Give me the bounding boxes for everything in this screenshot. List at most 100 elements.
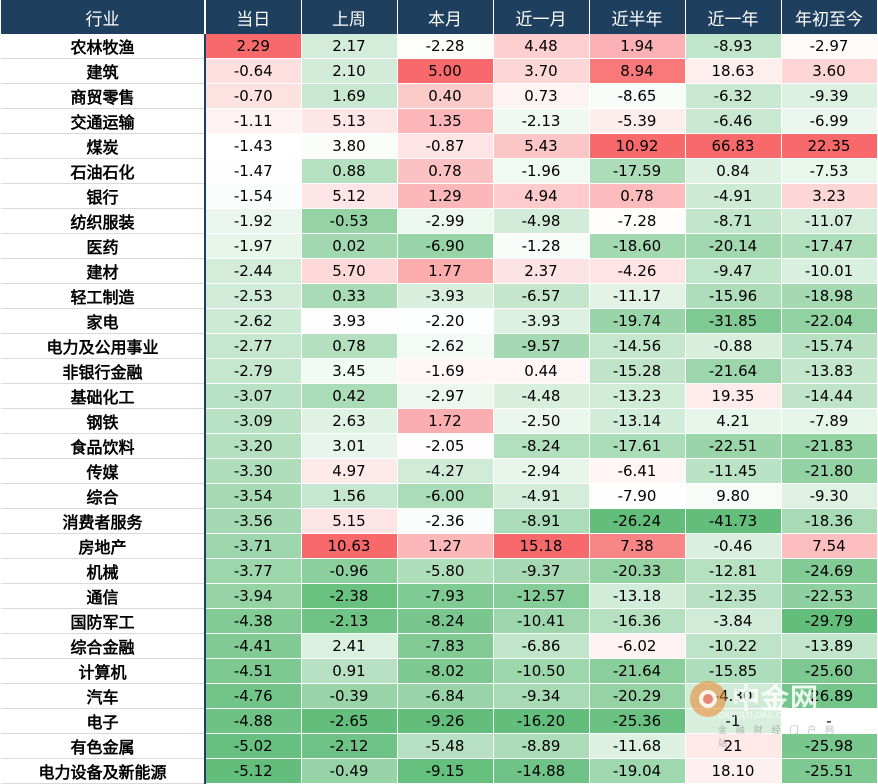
value-cell: -9.34 bbox=[493, 683, 590, 709]
value-cell: -0.64 bbox=[205, 58, 302, 84]
value-cell: 4.21 bbox=[685, 408, 782, 434]
value-cell: -9.15 bbox=[397, 758, 494, 784]
value-cell: -4.91 bbox=[685, 183, 782, 209]
value-cell: -1 bbox=[685, 708, 782, 734]
value-cell: -7.89 bbox=[781, 408, 878, 434]
industry-name-cell: 建材 bbox=[1, 258, 206, 284]
value-cell: 0.33 bbox=[301, 283, 398, 309]
value-cell: -22.53 bbox=[781, 583, 878, 609]
table-row: 银行 -1.54 5.12 1.29 4.94 0.78 -4.91 3.23 bbox=[1, 183, 878, 209]
industry-name-cell: 电力及公用事业 bbox=[1, 333, 206, 359]
value-cell: -8.65 bbox=[589, 83, 686, 109]
table-row: 建材 -2.44 5.70 1.77 2.37 -4.26 -9.47 -10.01 bbox=[1, 258, 878, 284]
value-cell: -1.92 bbox=[205, 208, 302, 234]
value-cell: -2.53 bbox=[205, 283, 302, 309]
value-cell: 0.84 bbox=[685, 158, 782, 184]
value-cell: -8.24 bbox=[397, 608, 494, 634]
industry-name-cell: 轻工制造 bbox=[1, 283, 206, 309]
table-row: 建筑 -0.64 2.10 5.00 3.70 8.94 18.63 3.60 bbox=[1, 58, 878, 84]
value-cell: -19.74 bbox=[589, 308, 686, 334]
value-cell: -6.90 bbox=[397, 233, 494, 259]
industry-name-cell: 煤炭 bbox=[1, 133, 206, 159]
value-cell: 0.78 bbox=[397, 158, 494, 184]
value-cell: -8.71 bbox=[685, 208, 782, 234]
value-cell: -5.12 bbox=[205, 758, 302, 784]
column-header-3: 本月 bbox=[397, 0, 494, 34]
value-cell: 0.88 bbox=[301, 158, 398, 184]
value-cell: -11.45 bbox=[685, 458, 782, 484]
value-cell: 2.41 bbox=[301, 633, 398, 659]
industry-name-cell: 非银行金融 bbox=[1, 358, 206, 384]
value-cell: -25.36 bbox=[589, 708, 686, 734]
value-cell: 1.56 bbox=[301, 483, 398, 509]
value-cell: -6.00 bbox=[397, 483, 494, 509]
industry-name-cell: 房地产 bbox=[1, 533, 206, 559]
industry-name-cell: 机械 bbox=[1, 558, 206, 584]
value-cell: -2.38 bbox=[301, 583, 398, 609]
table-row: 基础化工 -3.07 0.42 -2.97 -4.48 -13.23 19.35 -14.44 bbox=[1, 383, 878, 409]
value-cell: -18.60 bbox=[589, 233, 686, 259]
value-cell: -20.33 bbox=[589, 558, 686, 584]
value-cell: 18.10 bbox=[685, 758, 782, 784]
industry-name-cell: 汽车 bbox=[1, 683, 206, 709]
table-row: 非银行金融 -2.79 3.45 -1.69 0.44 -15.28 -21.64 -13.8… bbox=[1, 358, 878, 384]
table-row: 综合 -3.54 1.56 -6.00 -4.91 -7.90 9.80 -9.30 bbox=[1, 483, 878, 509]
table-row: 电力及公用事业 -2.77 0.78 -2.62 -9.57 -14.56 -0.88 -15… bbox=[1, 333, 878, 359]
table-row: 国防军工 -4.38 -2.13 -8.24 -10.41 -16.36 -3.84 -29.… bbox=[1, 608, 878, 634]
value-cell: 4.48 bbox=[493, 34, 590, 59]
value-cell: -13.83 bbox=[781, 358, 878, 384]
value-cell: 4.94 bbox=[493, 183, 590, 209]
value-cell: -3.20 bbox=[205, 433, 302, 459]
value-cell: -4.76 bbox=[205, 683, 302, 709]
value-cell: -12.57 bbox=[493, 583, 590, 609]
value-cell: -1.96 bbox=[493, 158, 590, 184]
value-cell: 2.37 bbox=[493, 258, 590, 284]
value-cell: -7.28 bbox=[589, 208, 686, 234]
value-cell: -2.20 bbox=[397, 308, 494, 334]
value-cell: -10.01 bbox=[781, 258, 878, 284]
value-cell: -3.93 bbox=[493, 308, 590, 334]
value-cell: -8.93 bbox=[685, 34, 782, 59]
value-cell: -18.36 bbox=[781, 508, 878, 534]
value-cell: 0.44 bbox=[493, 358, 590, 384]
value-cell: -3.77 bbox=[205, 558, 302, 584]
value-cell: -13.23 bbox=[589, 383, 686, 409]
value-cell: - bbox=[781, 708, 878, 734]
table-row: 煤炭 -1.43 3.80 -0.87 5.43 10.92 66.83 22.35 bbox=[1, 133, 878, 159]
industry-name-cell: 商贸零售 bbox=[1, 83, 206, 109]
value-cell: 0.78 bbox=[301, 333, 398, 359]
value-cell: -6.41 bbox=[589, 458, 686, 484]
value-cell: -9.47 bbox=[685, 258, 782, 284]
value-cell: -12.35 bbox=[685, 583, 782, 609]
industry-name-cell: 医药 bbox=[1, 233, 206, 259]
table-row: 通信 -3.94 -2.38 -7.93 -12.57 -13.18 -12.35 -22.5… bbox=[1, 583, 878, 609]
value-cell: 3.60 bbox=[781, 58, 878, 84]
value-cell: -2.77 bbox=[205, 333, 302, 359]
value-cell: -0.87 bbox=[397, 133, 494, 159]
value-cell: 3.45 bbox=[301, 358, 398, 384]
value-cell: -8.02 bbox=[397, 658, 494, 684]
value-cell: 21 bbox=[685, 733, 782, 759]
value-cell: 1.77 bbox=[397, 258, 494, 284]
value-cell: -11.17 bbox=[589, 283, 686, 309]
value-cell: 5.43 bbox=[493, 133, 590, 159]
value-cell: 3.01 bbox=[301, 433, 398, 459]
value-cell: -14.56 bbox=[589, 333, 686, 359]
value-cell: -21.64 bbox=[685, 358, 782, 384]
value-cell: 15.18 bbox=[493, 533, 590, 559]
value-cell: -1.47 bbox=[205, 158, 302, 184]
value-cell: -1.43 bbox=[205, 133, 302, 159]
value-cell: 7.54 bbox=[781, 533, 878, 559]
value-cell: -3.54 bbox=[205, 483, 302, 509]
value-cell: -29.79 bbox=[781, 608, 878, 634]
value-cell: -15.28 bbox=[589, 358, 686, 384]
value-cell: -3.93 bbox=[397, 283, 494, 309]
table-row: 钢铁 -3.09 2.63 1.72 -2.50 -13.14 4.21 -7.89 bbox=[1, 408, 878, 434]
table-row: 轻工制造 -2.53 0.33 -3.93 -6.57 -11.17 -15.96 -18.9… bbox=[1, 283, 878, 309]
value-cell: -7.53 bbox=[781, 158, 878, 184]
value-cell: -0.70 bbox=[205, 83, 302, 109]
industry-name-cell: 基础化工 bbox=[1, 383, 206, 409]
value-cell: -14.44 bbox=[781, 383, 878, 409]
table-row: 传媒 -3.30 4.97 -4.27 -2.94 -6.41 -11.45 -21.80 bbox=[1, 458, 878, 484]
